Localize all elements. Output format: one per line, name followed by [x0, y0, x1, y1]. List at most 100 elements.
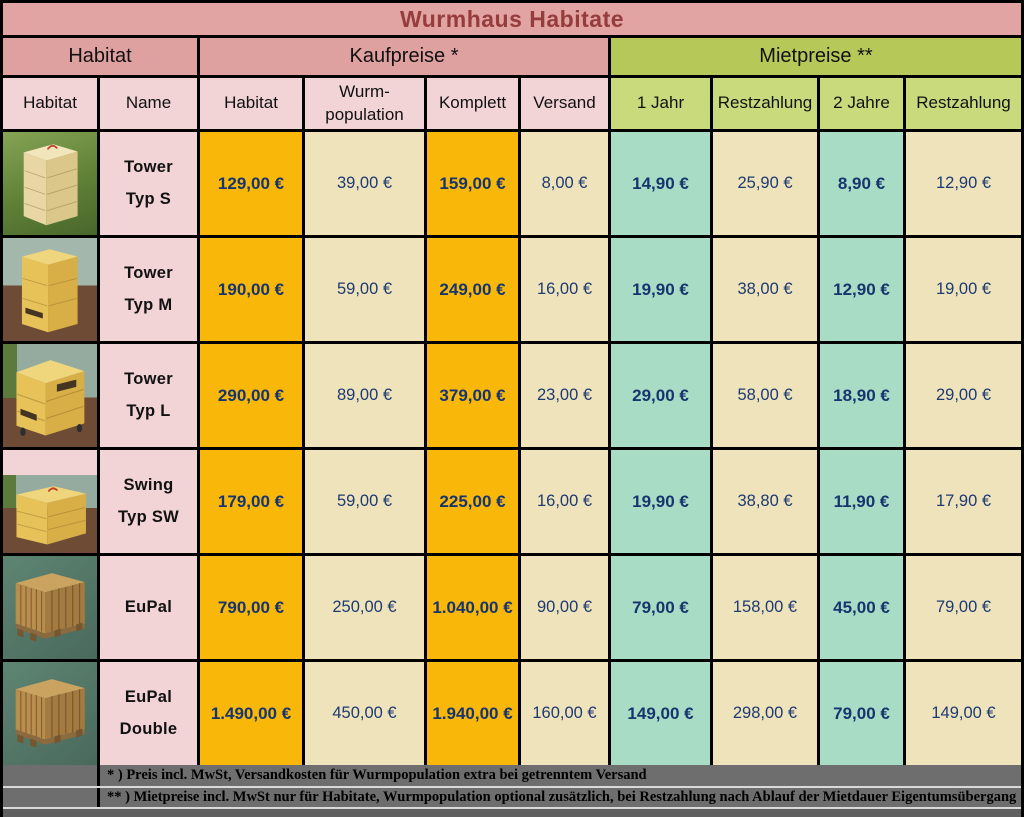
price-wurmpopulation: 89,00 € [305, 344, 424, 447]
name-line1: Tower [124, 158, 173, 177]
price-2jahre: 45,00 € [820, 556, 903, 659]
photo-eupal-double [3, 662, 97, 765]
name-line2: Typ SW [117, 507, 180, 526]
price-restzahlung-2: 149,00 € [906, 662, 1021, 765]
price-1jahr: 14,90 € [611, 132, 710, 235]
row-name-tower-typ-s: Tower Typ S [100, 132, 197, 235]
name-line1: Tower [124, 370, 173, 389]
footnote-kaufpreise: * ) Preis incl. MwSt, Versandkosten für … [107, 767, 647, 783]
row-name-tower-typ-m: Tower Typ M [100, 238, 197, 341]
name-line1: EuPal [124, 688, 173, 707]
price-2jahre: 18,90 € [820, 344, 903, 447]
price-versand: 16,00 € [521, 238, 608, 341]
price-restzahlung-1: 298,00 € [713, 662, 817, 765]
price-restzahlung-1: 58,00 € [713, 344, 817, 447]
price-komplett: 379,00 € [427, 344, 518, 447]
price-wurmpopulation: 39,00 € [305, 132, 424, 235]
name-line2: Double [119, 719, 178, 738]
price-komplett: 249,00 € [427, 238, 518, 341]
price-habitat: 129,00 € [200, 132, 302, 235]
price-1jahr: 19,90 € [611, 450, 710, 553]
footnote-row-1: * ) Preis incl. MwSt, Versandkosten für … [3, 765, 1021, 786]
footnote-left-spacer [3, 788, 100, 807]
chest-box-illustration [16, 486, 86, 545]
price-restzahlung-1: 38,00 € [713, 238, 817, 341]
price-1jahr: 19,90 € [611, 238, 710, 341]
col-header-wurmpopulation: Wurm- population [305, 78, 424, 129]
footnote-separator [3, 786, 1021, 788]
row-name-eupal: EuPal [100, 556, 197, 659]
price-restzahlung-1: 158,00 € [713, 556, 817, 659]
group-header-kaufpreise: Kaufpreise * [200, 38, 608, 75]
photo-tower-typ-l [3, 344, 97, 447]
price-wurmpopulation: 250,00 € [305, 556, 424, 659]
price-versand: 23,00 € [521, 344, 608, 447]
row-name-tower-typ-l: Tower Typ L [100, 344, 197, 447]
footnote-left-spacer [3, 765, 100, 786]
tower-box-illustration [23, 144, 78, 226]
price-2jahre: 11,90 € [820, 450, 903, 553]
price-restzahlung-1: 38,80 € [713, 450, 817, 553]
price-1jahr: 79,00 € [611, 556, 710, 659]
name-line2: Typ M [124, 295, 173, 314]
box-with-casters-illustration [16, 360, 84, 437]
photo-eupal [3, 556, 97, 659]
name-line2: Typ S [125, 189, 172, 208]
col-header-2jahre: 2 Jahre [820, 78, 903, 129]
price-1jahr: 29,00 € [611, 344, 710, 447]
col-header-habitat-photo: Habitat [3, 78, 97, 129]
footnotes-band: * ) Preis incl. MwSt, Versandkosten für … [0, 765, 1024, 817]
price-habitat: 179,00 € [200, 450, 302, 553]
price-restzahlung-1: 25,90 € [713, 132, 817, 235]
price-komplett: 1.940,00 € [427, 662, 518, 765]
price-versand: 90,00 € [521, 556, 608, 659]
pallet-crate-illustration [15, 679, 85, 748]
price-komplett: 225,00 € [427, 450, 518, 553]
price-restzahlung-2: 19,00 € [906, 238, 1021, 341]
price-wurmpopulation: 59,00 € [305, 238, 424, 341]
photo-tower-typ-s [3, 132, 97, 235]
price-versand: 16,00 € [521, 450, 608, 553]
name-line1: Swing [123, 476, 174, 495]
photo-tower-typ-m [3, 238, 97, 341]
row-name-swing-typ-sw: Swing Typ SW [100, 450, 197, 553]
col-header-name: Name [100, 78, 197, 129]
col-header-wurm-line1: Wurm- [339, 81, 390, 101]
price-habitat: 190,00 € [200, 238, 302, 341]
pallet-crate-illustration [15, 573, 85, 642]
price-2jahre: 8,90 € [820, 132, 903, 235]
bottom-bar [3, 809, 1021, 817]
tower-box-illustration [22, 249, 78, 333]
price-versand: 8,00 € [521, 132, 608, 235]
price-restzahlung-2: 79,00 € [906, 556, 1021, 659]
page-title: Wurmhaus Habitate [3, 3, 1021, 35]
price-restzahlung-2: 29,00 € [906, 344, 1021, 447]
col-header-restzahlung-1: Restzahlung [713, 78, 817, 129]
price-komplett: 1.040,00 € [427, 556, 518, 659]
price-versand: 160,00 € [521, 662, 608, 765]
group-header-habitat: Habitat [3, 38, 197, 75]
price-wurmpopulation: 59,00 € [305, 450, 424, 553]
price-restzahlung-2: 12,90 € [906, 132, 1021, 235]
price-2jahre: 79,00 € [820, 662, 903, 765]
price-habitat: 790,00 € [200, 556, 302, 659]
price-2jahre: 12,90 € [820, 238, 903, 341]
col-header-restzahlung-2: Restzahlung [906, 78, 1021, 129]
col-header-1jahr: 1 Jahr [611, 78, 710, 129]
name-line1: EuPal [124, 597, 173, 616]
pricing-grid: Wurmhaus Habitate Habitat Kaufpreise * M… [3, 3, 1021, 765]
name-line2: Typ L [126, 401, 171, 420]
photo-swing-typ-sw [3, 450, 97, 553]
name-line1: Tower [124, 264, 173, 283]
row-name-eupal-double: EuPal Double [100, 662, 197, 765]
price-wurmpopulation: 450,00 € [305, 662, 424, 765]
footnote-row-2: ** ) Mietpreise incl. MwSt nur für Habit… [3, 788, 1021, 807]
photo-scene [3, 474, 97, 553]
footnote-mietpreise: ** ) Mietpreise incl. MwSt nur für Habit… [107, 789, 1017, 805]
col-header-komplett: Komplett [427, 78, 518, 129]
group-header-mietpreise: Mietpreise ** [611, 38, 1021, 75]
price-habitat: 1.490,00 € [200, 662, 302, 765]
col-header-wurm-line2: population [325, 104, 404, 124]
col-header-habitat-price: Habitat [200, 78, 302, 129]
